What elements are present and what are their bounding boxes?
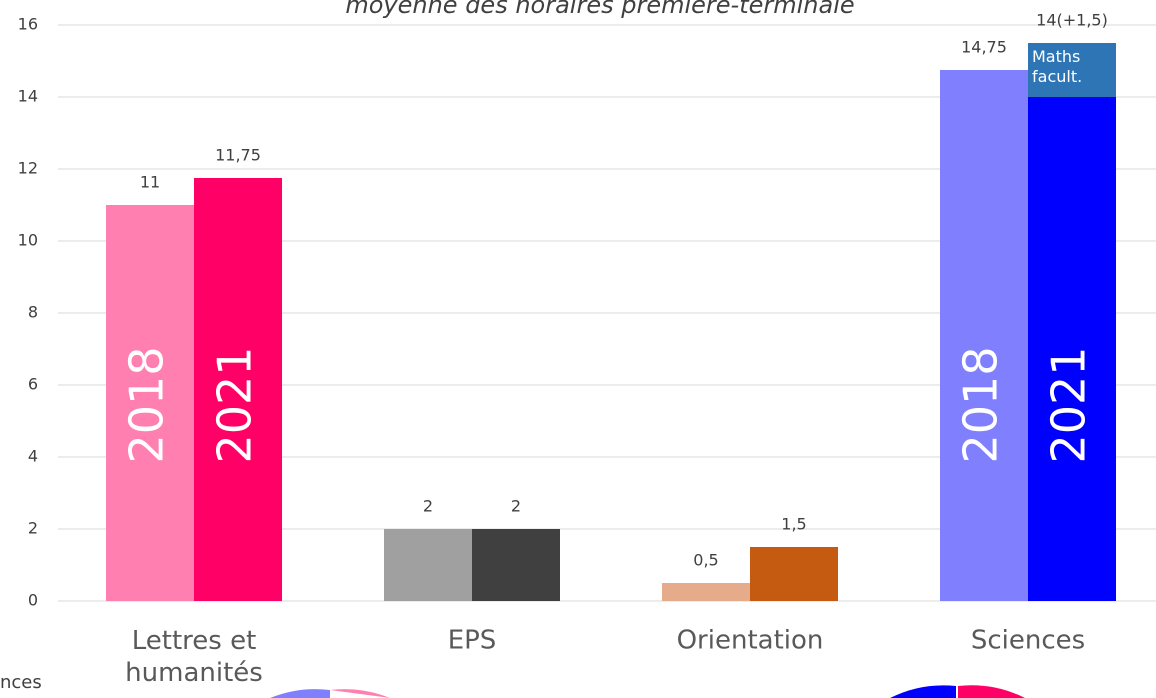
cropped-text: nces xyxy=(0,672,42,693)
x-tick-label: Orientation xyxy=(677,626,824,656)
pie-slivers xyxy=(270,685,1025,698)
bar xyxy=(940,70,1028,601)
x-tick-label: EPS xyxy=(448,626,497,656)
pie-fragment xyxy=(890,685,956,698)
y-tick-label: 16 xyxy=(18,15,38,34)
y-tick-label: 8 xyxy=(28,303,38,322)
bar xyxy=(384,529,472,601)
value-label: 14,75 xyxy=(961,38,1007,57)
y-tick-label: 10 xyxy=(18,231,38,250)
y-tick-label: 14 xyxy=(18,87,38,106)
extra-segment xyxy=(1028,43,1116,97)
y-tick-label: 4 xyxy=(28,447,38,466)
bar xyxy=(194,178,282,601)
extra-label: Maths facult. xyxy=(1032,47,1082,86)
value-label: 1,5 xyxy=(781,515,806,534)
y-tick-label: 2 xyxy=(28,519,38,538)
y-tick-label: 0 xyxy=(28,591,38,610)
in-bar-label: 2018 xyxy=(120,346,174,463)
in-bar-label: 2021 xyxy=(208,346,262,463)
bar xyxy=(1028,97,1116,601)
x-tick-label: Sciences xyxy=(971,626,1085,656)
value-label: 0,5 xyxy=(693,551,718,570)
bar xyxy=(106,205,194,601)
x-tick-label: Lettres et humanités xyxy=(125,626,263,688)
value-label: 11,75 xyxy=(215,146,261,165)
pie-fragment xyxy=(330,689,390,698)
pie-fragment xyxy=(958,685,1025,698)
bar xyxy=(662,583,750,601)
value-label: 2 xyxy=(511,497,521,516)
pie-fragment xyxy=(270,689,330,698)
in-bar-label: 2018 xyxy=(954,346,1008,463)
value-label: 11 xyxy=(140,173,160,192)
y-tick-label: 12 xyxy=(18,159,38,178)
bar xyxy=(750,547,838,601)
in-bar-label: 2021 xyxy=(1042,346,1096,463)
value-label: 2 xyxy=(423,497,433,516)
y-tick-label: 6 xyxy=(28,375,38,394)
value-label: 14(+1,5) xyxy=(1036,11,1108,30)
chart-title: moyenne des horaires première-terminale xyxy=(345,0,854,19)
bar xyxy=(472,529,560,601)
